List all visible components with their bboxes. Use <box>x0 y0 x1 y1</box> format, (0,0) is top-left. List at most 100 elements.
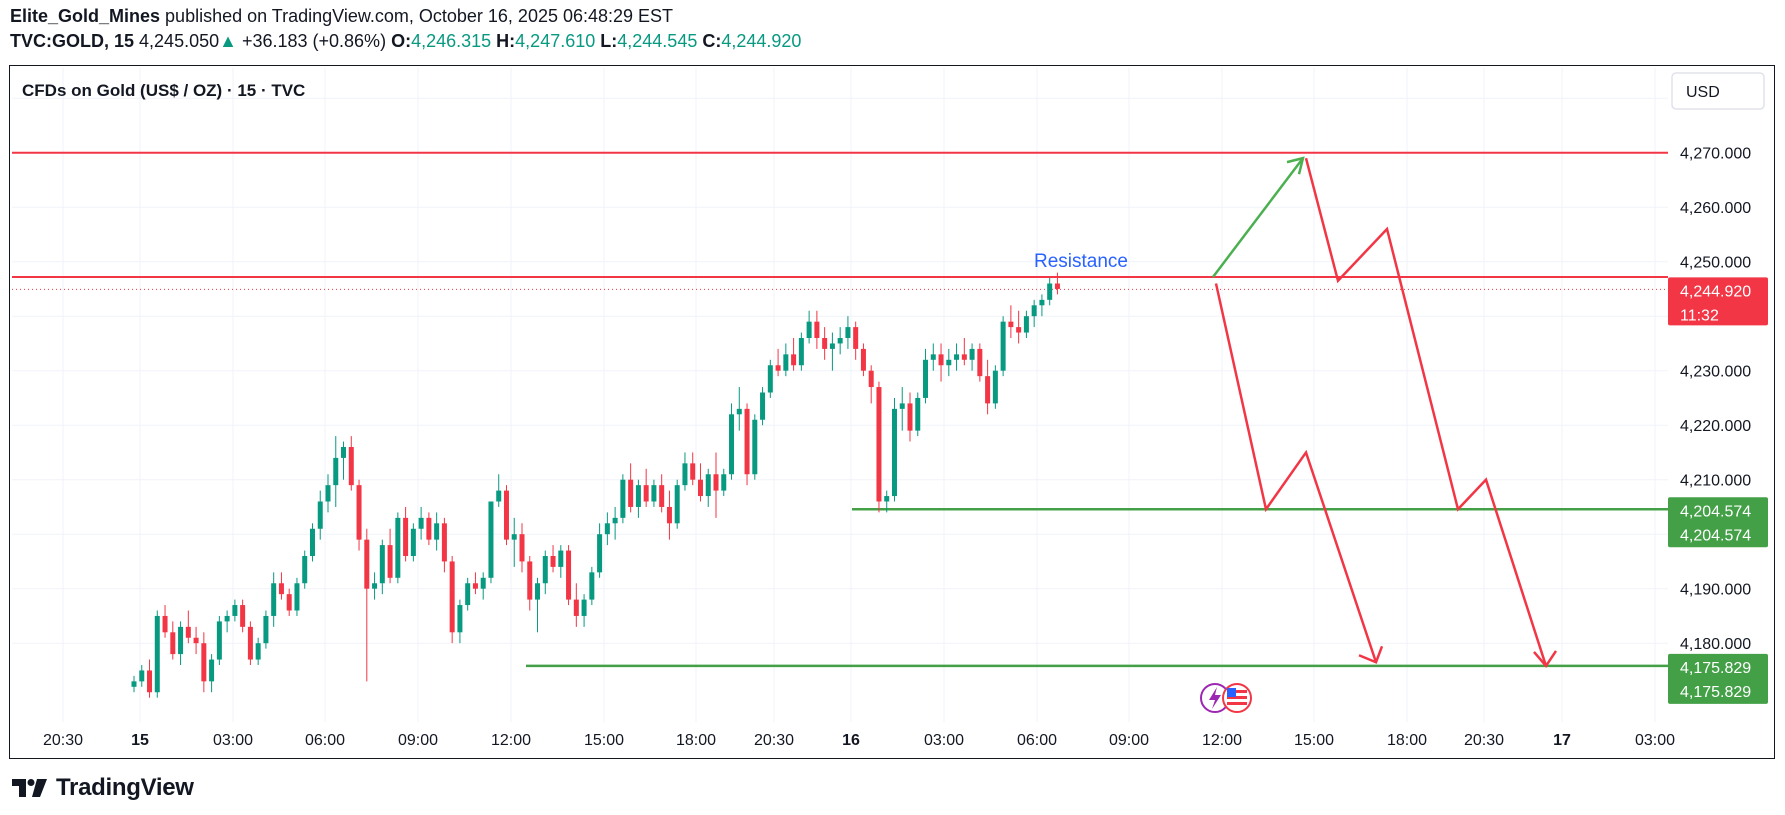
candle-body <box>224 615 230 622</box>
candle <box>736 387 742 431</box>
candle <box>581 594 587 627</box>
time-tick-label: 15 <box>131 732 149 749</box>
candle <box>682 452 688 491</box>
close-label: C: <box>702 31 722 51</box>
chart-frame[interactable] <box>9 65 1775 759</box>
candle <box>255 637 261 665</box>
candle <box>372 572 378 600</box>
bearish-arrow-head <box>1358 645 1384 664</box>
candle <box>232 599 238 622</box>
candle-body <box>503 490 509 540</box>
candle-body <box>154 615 160 693</box>
candle <box>760 387 766 426</box>
tradingview-logo-icon <box>12 779 47 797</box>
time-tick-label: 20:30 <box>754 732 794 749</box>
candle <box>659 474 665 513</box>
candle <box>364 528 370 682</box>
candle-body <box>418 517 424 529</box>
candle <box>550 545 556 573</box>
candle-body <box>410 528 416 556</box>
time-tick-label: 12:00 <box>1202 732 1242 749</box>
candle <box>403 506 409 562</box>
candle-body <box>860 348 866 371</box>
candle-body <box>736 408 742 415</box>
candle <box>558 545 564 578</box>
candle <box>938 343 944 382</box>
candle-body <box>597 534 603 573</box>
time-tick-label: 06:00 <box>1017 732 1057 749</box>
candle-body <box>527 561 533 600</box>
candle-body <box>798 338 804 366</box>
candle-body <box>674 485 680 524</box>
candle <box>154 610 160 698</box>
publish-info: Elite_Gold_Mines published on TradingVie… <box>10 6 673 27</box>
time-tick-label: 20:30 <box>1464 732 1504 749</box>
last-price-badge-text: 4,244.920 <box>1680 283 1751 300</box>
candle <box>519 523 525 573</box>
candle <box>131 675 137 693</box>
candle-body <box>356 485 362 540</box>
support-1-badge-text: 4,204.574 <box>1680 503 1751 520</box>
candle <box>224 610 230 633</box>
candle-body <box>604 523 610 535</box>
candle-body <box>286 594 292 611</box>
lightning-icon <box>1209 687 1221 709</box>
candle <box>899 387 905 431</box>
candle-body <box>884 496 890 502</box>
candle-body <box>573 599 579 616</box>
candle-body <box>891 408 897 497</box>
tradingview-footer[interactable]: TradingView <box>10 774 194 802</box>
candle <box>271 572 277 627</box>
currency-button[interactable]: USD <box>1671 72 1765 110</box>
time-tick-label: 18:00 <box>676 732 716 749</box>
candle-body <box>666 506 672 524</box>
bullish-arrow-head <box>1286 156 1305 175</box>
candle <box>853 321 859 360</box>
published-text: published on TradingView.com, October 16… <box>160 6 674 26</box>
candle <box>294 577 300 616</box>
time-tick-label: 09:00 <box>398 732 438 749</box>
candle-body <box>581 599 587 616</box>
time-tick-label: 03:00 <box>924 732 964 749</box>
support-1-badge-bg <box>1668 497 1768 548</box>
candle-body <box>705 474 711 497</box>
candle <box>193 626 199 655</box>
candle-body <box>216 621 222 660</box>
candle-body <box>271 583 277 616</box>
author-name[interactable]: Elite_Gold_Mines <box>10 6 161 26</box>
event-icons[interactable] <box>1200 683 1252 713</box>
candle <box>767 359 773 398</box>
candle <box>775 348 781 377</box>
time-tick-label: 17 <box>1553 732 1571 749</box>
candle <box>441 517 447 573</box>
candle <box>535 577 541 633</box>
candle <box>387 528 393 584</box>
candle-body <box>1054 283 1060 289</box>
price-tick-label: 4,220.000 <box>1680 418 1751 435</box>
candle <box>891 397 897 502</box>
candle-body <box>302 556 308 584</box>
candle <box>628 463 634 513</box>
candle <box>597 523 603 578</box>
candle <box>1031 299 1037 328</box>
candle-body <box>643 485 649 502</box>
candle <box>884 490 890 513</box>
last-price: 4,245.050 <box>139 31 220 51</box>
candle <box>798 332 804 371</box>
candle-body <box>519 534 525 562</box>
candle-body <box>457 605 463 633</box>
candle-body <box>263 615 269 644</box>
candle-body <box>511 534 517 540</box>
bearish-projection-lower <box>1214 283 1378 663</box>
support-2-badge-text: 4,175.829 <box>1680 660 1751 677</box>
candle-body <box>775 365 781 371</box>
candle-body <box>247 626 253 660</box>
open-label: O: <box>391 31 412 51</box>
support-1-badge-text: 4,204.574 <box>1680 527 1751 544</box>
candle-body <box>441 523 447 562</box>
candle-body <box>651 485 657 502</box>
candle-body <box>566 550 572 600</box>
candle-body <box>1016 327 1022 333</box>
candle <box>814 310 820 349</box>
